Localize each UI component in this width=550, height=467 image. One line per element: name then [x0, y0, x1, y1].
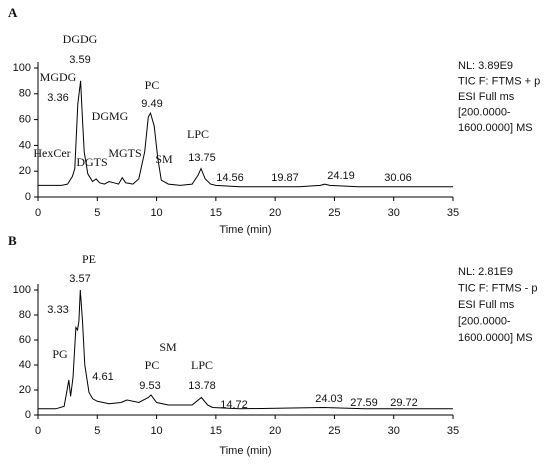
retention-time-label: 3.59	[69, 54, 90, 66]
x-tick-label: 20	[269, 425, 281, 437]
panel-label: B	[8, 233, 17, 248]
y-tick-label: 40	[19, 139, 31, 151]
info-line: NL: 3.89E9	[458, 60, 513, 72]
x-tick-label: 10	[150, 425, 162, 437]
x-tick-label: 30	[388, 207, 400, 219]
x-tick-label: 0	[35, 207, 41, 219]
peak-class-label: LPC	[187, 127, 209, 141]
retention-time-label: 24.19	[327, 170, 355, 182]
y-tick-label: 40	[19, 359, 31, 371]
retention-time-label: 14.56	[216, 172, 244, 184]
y-tick-label: 20	[19, 384, 31, 396]
x-axis-label: Time (min)	[219, 224, 271, 236]
retention-time-label: 14.72	[220, 399, 248, 411]
retention-time-label: 9.49	[141, 98, 162, 110]
peak-class-label: PC	[145, 78, 160, 92]
x-tick-label: 5	[94, 207, 100, 219]
peak-class-label: SM	[159, 340, 177, 354]
peak-class-label: MGTS	[108, 146, 141, 160]
info-line: ESI Full ms	[458, 299, 515, 311]
retention-time-label: 3.57	[69, 273, 90, 285]
info-line: 1600.0000] MS	[458, 332, 533, 344]
y-tick-label: 0	[25, 191, 31, 203]
y-tick-label: 0	[25, 409, 31, 421]
info-line: NL: 2.81E9	[458, 266, 513, 278]
peak-class-label: PC	[145, 358, 160, 372]
x-axis-label: Time (min)	[219, 445, 271, 457]
info-line: TIC F: FTMS - p	[458, 282, 537, 294]
y-tick-label: 60	[19, 114, 31, 126]
peak-class-label: DGDG	[63, 32, 98, 46]
peak-class-label: SM	[155, 152, 173, 166]
y-tick-label: 100	[13, 62, 31, 74]
x-tick-label: 0	[35, 425, 41, 437]
x-tick-label: 25	[328, 425, 340, 437]
panel-label: A	[8, 5, 18, 20]
x-tick-label: 20	[269, 207, 281, 219]
retention-time-label: 3.33	[47, 304, 68, 316]
info-line: ESI Full ms	[458, 91, 515, 103]
retention-time-label: 3.36	[47, 92, 68, 104]
retention-time-label: 9.53	[139, 380, 160, 392]
retention-time-label: 13.75	[188, 152, 216, 164]
info-line: [200.0000-	[458, 106, 511, 118]
retention-time-label: 13.78	[188, 380, 216, 392]
x-tick-label: 35	[447, 425, 459, 437]
y-tick-label: 80	[19, 88, 31, 100]
retention-time-label: 4.61	[92, 371, 113, 383]
peak-class-label: MGDG	[40, 70, 77, 84]
y-tick-label: 100	[13, 284, 31, 296]
peak-class-label: LPC	[191, 358, 213, 372]
retention-time-label: 30.06	[384, 172, 412, 184]
peak-class-label: PE	[82, 252, 96, 266]
x-tick-label: 5	[94, 425, 100, 437]
x-tick-label: 35	[447, 207, 459, 219]
y-tick-label: 80	[19, 309, 31, 321]
x-tick-label: 15	[210, 425, 222, 437]
peak-class-label: HexCer	[33, 146, 70, 160]
trace	[38, 80, 453, 188]
peak-class-label: DGTS	[76, 155, 107, 169]
x-tick-label: 25	[328, 207, 340, 219]
x-tick-label: 30	[388, 425, 400, 437]
y-tick-label: 20	[19, 165, 31, 177]
retention-time-label: 27.59	[350, 397, 378, 409]
x-tick-label: 15	[210, 207, 222, 219]
y-tick-label: 60	[19, 334, 31, 346]
trace	[38, 289, 453, 410]
info-line: [200.0000-	[458, 315, 511, 327]
retention-time-label: 24.03	[315, 393, 343, 405]
retention-time-label: 19.87	[271, 172, 299, 184]
info-line: TIC F: FTMS + p	[458, 75, 540, 87]
info-line: 1600.0000] MS	[458, 122, 533, 134]
peak-class-label: PG	[52, 347, 68, 361]
x-tick-label: 10	[150, 207, 162, 219]
peak-class-label: DGMG	[92, 109, 129, 123]
retention-time-label: 29.72	[390, 397, 418, 409]
